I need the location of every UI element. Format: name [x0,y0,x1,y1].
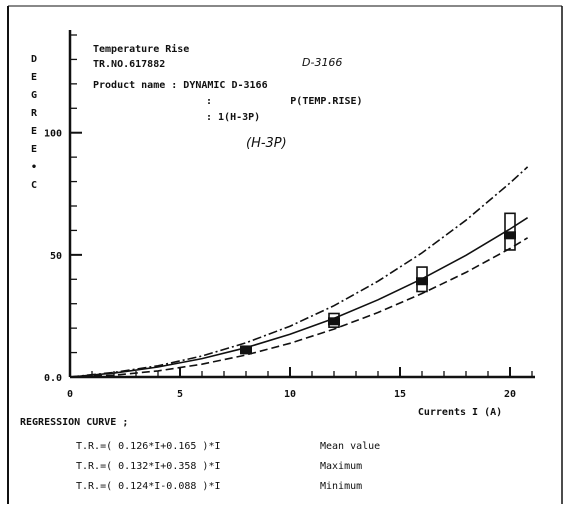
x-tick-label: 10 [284,389,296,400]
y-label-letter: E [31,72,37,83]
y-label-letter: G [31,90,37,101]
y-minor-ticks [70,34,82,378]
x-tick-label: 5 [177,389,183,400]
mean-mark [504,231,516,240]
regression-formula-3: T.R.=( 0.124*I-0.088 )*I [76,481,221,492]
title-line-1: Temperature Rise [93,43,189,55]
title-line-5: : 1(H-3P) [206,112,260,123]
y-tick-label: 50 [50,251,62,262]
regression-label-2: Maximum [320,461,362,472]
y-label-letter: D [31,54,37,65]
handwritten-note-1: D-3166 [302,56,342,69]
mean-mark [328,317,340,326]
tick-labels: 0 5 10 15 20 0.0 50 100 [44,129,516,400]
regression-formula-2: T.R.=( 0.132*I+0.358 )*I [76,461,221,472]
regression-label-1: Mean value [320,441,380,452]
y-label-letter: R [31,108,38,119]
title-line-4: : P(TEMP.RISE) [206,96,363,107]
y-label-letter: • [31,162,37,173]
x-tick-label: 20 [504,389,516,400]
y-label-letter: C [31,180,37,191]
series-group [69,166,529,378]
regression-heading: REGRESSION CURVE ; [20,417,128,428]
regression-label-3: Minimum [320,481,362,492]
series-line-maximum [69,166,529,378]
regression-block: REGRESSION CURVE ; T.R.=( 0.126*I+0.165 … [20,417,380,492]
regression-formula-1: T.R.=( 0.126*I+0.165 )*I [76,441,221,452]
series-line-minimum [69,237,529,378]
x-minor-ticks [69,367,533,377]
y-label-letter: E [31,144,37,155]
mean-mark [416,277,428,286]
title-line-3: Product name : DYNAMIC D-3166 [93,80,268,91]
y-tick-label: 100 [44,129,62,140]
measurement-marks [240,212,516,355]
x-axis-label: Currents I (A) [418,407,502,418]
y-tick-label: 0.0 [44,373,62,384]
title-block: Temperature Rise TR.NO.617882 Product na… [93,43,363,151]
mean-mark [240,346,252,355]
series-line-mean-value [69,217,529,378]
handwritten-note-2: (H-3P) [246,136,287,151]
title-line-2: TR.NO.617882 [93,59,165,70]
x-tick-label: 0 [67,389,73,400]
x-tick-label: 15 [394,389,406,400]
y-label-letter: E [31,126,37,137]
